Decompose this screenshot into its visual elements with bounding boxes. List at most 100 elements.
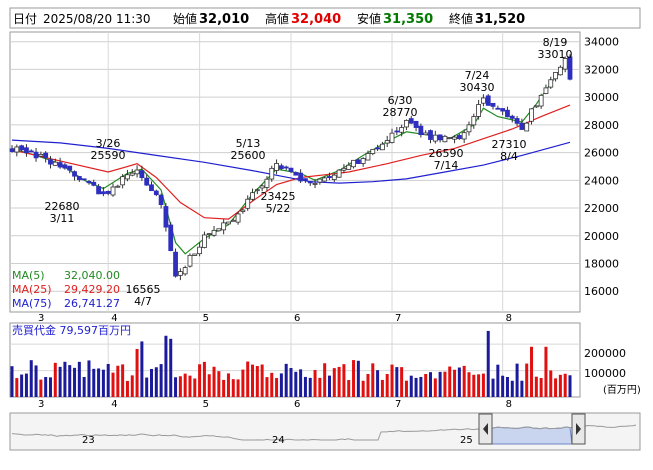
candle-body [264, 178, 270, 188]
y-tick-label: 34000 [584, 36, 619, 49]
high-label: 高値 [265, 11, 289, 26]
candle-body [476, 104, 482, 117]
candle-body [14, 146, 20, 153]
candle-body [206, 233, 212, 235]
candle-body [86, 181, 92, 184]
volume-bar [303, 376, 307, 397]
volume-bar [265, 377, 269, 397]
volume-bar [496, 364, 500, 397]
y-tick-label: 30000 [584, 91, 619, 104]
candle-body [245, 198, 251, 209]
y-tick-label: 20000 [584, 230, 619, 243]
legend-ma75-label: MA(75) [12, 297, 52, 310]
candle-body [105, 190, 111, 194]
candle-body [413, 120, 419, 128]
volume-bar [135, 348, 139, 397]
candle-body [379, 143, 385, 151]
candle-body [24, 147, 29, 154]
candle-body [187, 254, 193, 267]
candle-body [19, 145, 25, 151]
volume-bar [400, 367, 404, 397]
candle-body [331, 174, 337, 180]
volume-bar [352, 360, 356, 397]
candle-body [283, 166, 289, 169]
volume-bar [116, 365, 120, 397]
volume-bar [472, 374, 476, 397]
volume-bar [140, 341, 144, 397]
volume-bar [457, 367, 461, 397]
volume-bar [130, 375, 134, 397]
candle-body [567, 56, 573, 80]
y-tick-label: 18000 [584, 257, 619, 270]
volume-bar [111, 372, 115, 397]
volume-bar [323, 363, 327, 397]
candle-body [505, 109, 510, 118]
volume-bar [544, 346, 548, 397]
volume-bar [371, 363, 375, 397]
volume-bar [24, 373, 28, 397]
volume-bar [385, 374, 389, 397]
volume-bar [236, 379, 240, 397]
volume-bar [183, 373, 187, 397]
volume-tick-100000: 100000 [584, 367, 626, 380]
volume-bar [443, 371, 447, 397]
volume-bar [433, 378, 437, 397]
candle-body [221, 222, 227, 231]
candle-body [278, 165, 284, 170]
volume-bar [414, 377, 418, 397]
volume-bar [409, 375, 413, 397]
candle-body [341, 167, 347, 171]
volume-bar [284, 363, 288, 397]
candle-body [182, 267, 188, 275]
candle-body [163, 206, 169, 228]
volume-bar [159, 364, 163, 397]
volume-bar [169, 338, 173, 397]
volume-bar [530, 346, 534, 397]
volume-bar [222, 379, 226, 397]
annotation-low-bottom: 8/4 [500, 150, 518, 163]
candle-body [557, 66, 563, 76]
candle-body [211, 229, 217, 236]
x-tick-label: 8 [506, 313, 512, 324]
navigator-label-24: 24 [272, 435, 285, 446]
volume-bar [520, 380, 524, 397]
candle-body [327, 176, 332, 179]
candle-body [346, 164, 352, 170]
price-y-axis: 16000 18000 20000 22000 24000 26000 28000 30000… [584, 36, 619, 299]
volume-bar [279, 373, 283, 397]
candle-body [529, 108, 534, 122]
candle-body [519, 122, 525, 130]
candle-body [240, 209, 246, 212]
navigator-history-line [11, 424, 637, 441]
volume-bar [453, 369, 457, 397]
close-value: 31,520 [475, 12, 525, 27]
volume-bar [424, 373, 428, 397]
candle-body [110, 186, 116, 196]
volume-bar [193, 378, 197, 397]
x-tick-label: 4 [111, 313, 117, 324]
volume-bar [73, 367, 77, 397]
volume-bar [246, 361, 250, 397]
candle-body [144, 177, 150, 186]
volume-bar [154, 367, 158, 397]
volume-bar [231, 379, 235, 397]
candle-body [96, 186, 101, 195]
annotation-low-bottom: 7/14 [434, 159, 459, 172]
candle-body [259, 185, 265, 189]
volume-bar [202, 361, 206, 397]
candle-body [408, 118, 414, 124]
legend-ma5-value: 32,040.00 [64, 269, 120, 282]
candle-body [384, 140, 390, 144]
low-value: 31,350 [383, 12, 433, 27]
candle-body [485, 95, 491, 106]
volume-bar [255, 366, 259, 397]
legend-ma75-value: 26,741.27 [64, 297, 120, 310]
volume-tick-200000: 200000 [584, 347, 626, 360]
low-label: 安値 [357, 11, 381, 26]
candle-body [100, 191, 106, 195]
x-tick-label: 7 [395, 313, 401, 324]
candle-body [452, 136, 457, 140]
navigator-label-25: 25 [460, 435, 473, 446]
navigator-label-23: 23 [82, 435, 95, 446]
volume-bar [77, 361, 81, 397]
